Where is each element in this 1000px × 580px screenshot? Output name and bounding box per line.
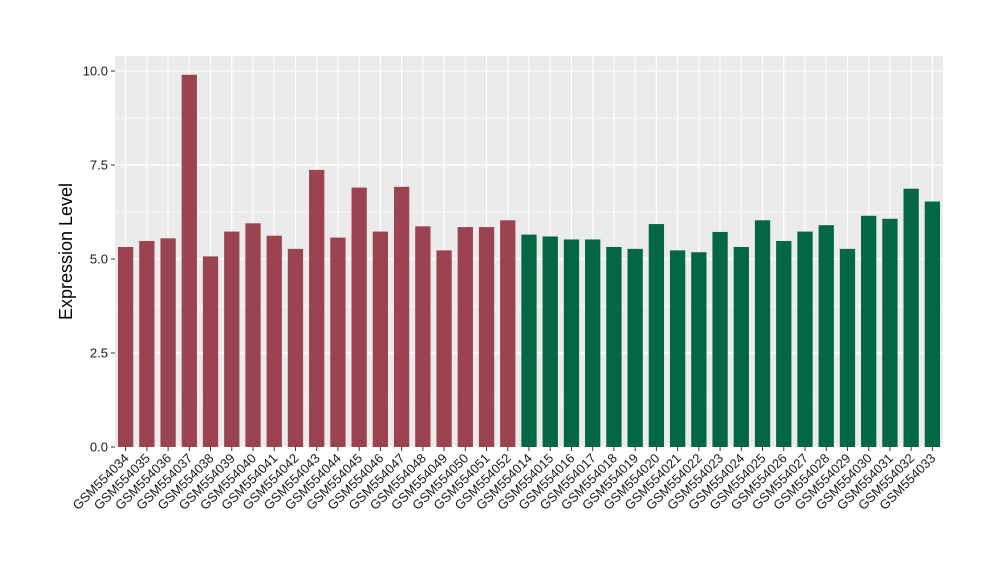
- bar-GSM554035: [139, 240, 155, 447]
- bar-GSM554041: [266, 235, 282, 447]
- bar-GSM554021: [669, 250, 686, 447]
- bar-GSM554050: [457, 227, 473, 447]
- y-tick-label: 5.0: [90, 252, 108, 267]
- bar-GSM554030: [861, 215, 877, 447]
- y-tick-label: 10.0: [83, 64, 108, 79]
- bar-GSM554024: [733, 246, 749, 447]
- bar-GSM554046: [372, 231, 389, 447]
- bar-GSM554027: [797, 231, 813, 447]
- bar-GSM554042: [287, 248, 304, 447]
- bar-GSM554016: [563, 239, 580, 447]
- bar-GSM554029: [839, 248, 856, 447]
- bar-GSM554048: [415, 226, 431, 447]
- bar-GSM554044: [330, 237, 346, 447]
- y-tick-label: 7.5: [90, 158, 108, 173]
- bar-GSM554051: [478, 227, 495, 447]
- bar-GSM554037: [181, 74, 197, 447]
- bar-GSM554018: [606, 246, 622, 447]
- bar-GSM554033: [924, 201, 941, 447]
- bar-GSM554025: [754, 220, 771, 447]
- bar-GSM554040: [245, 223, 261, 447]
- y-axis-title: Expression Level: [56, 183, 76, 320]
- bar-GSM554049: [436, 250, 452, 447]
- bar-GSM554026: [776, 240, 792, 447]
- bar-GSM554019: [627, 248, 643, 447]
- bar-GSM554015: [542, 236, 558, 447]
- x-axis: GSM554034GSM554035GSM554036GSM554037GSM5…: [70, 447, 939, 513]
- bar-GSM554020: [648, 224, 665, 447]
- bar-GSM554045: [351, 187, 367, 447]
- bar-GSM554031: [882, 218, 898, 447]
- bars: [117, 74, 941, 448]
- bar-GSM554043: [309, 169, 325, 447]
- y-tick-label: 0.0: [90, 440, 108, 455]
- y-tick-label: 2.5: [90, 346, 108, 361]
- bar-GSM554022: [691, 252, 707, 447]
- bar-GSM554034: [117, 246, 134, 447]
- bar-GSM554023: [712, 231, 728, 447]
- bar-GSM554038: [202, 256, 219, 447]
- bar-GSM554017: [585, 239, 601, 447]
- bar-GSM554036: [160, 238, 176, 447]
- y-axis: 0.0 2.5 5.0 7.5 10.0: [83, 64, 115, 455]
- bar-GSM554047: [393, 186, 410, 448]
- bar-GSM554052: [500, 220, 516, 447]
- bar-GSM554032: [903, 188, 919, 447]
- bar-GSM554039: [224, 231, 240, 447]
- bar-GSM554028: [818, 225, 834, 447]
- bar-GSM554014: [521, 234, 537, 447]
